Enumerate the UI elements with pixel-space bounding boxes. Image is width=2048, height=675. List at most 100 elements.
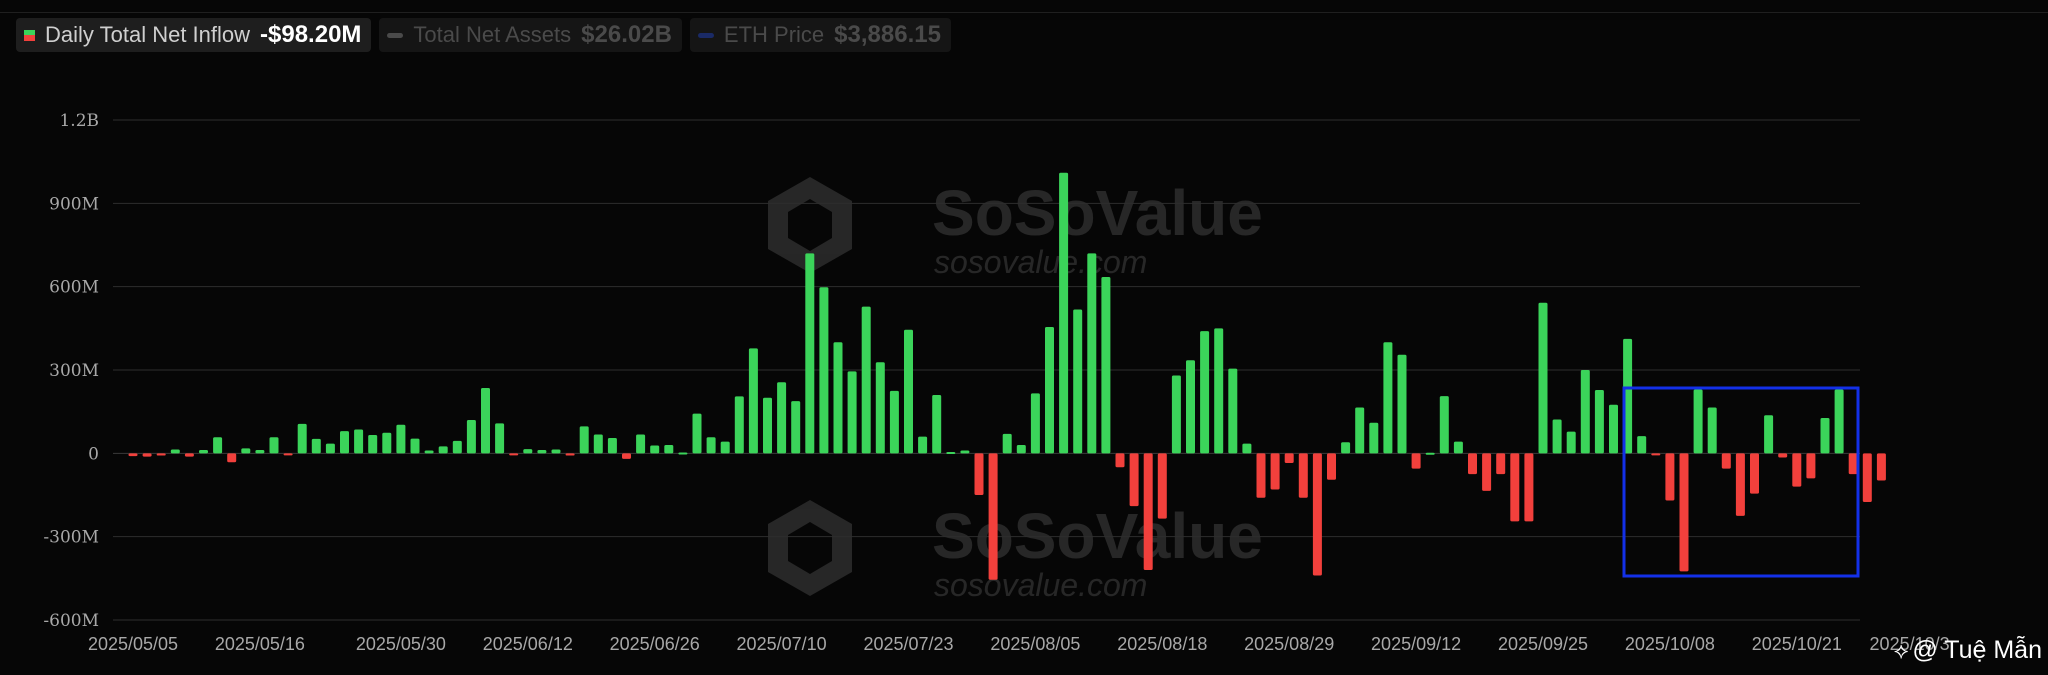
x-tick-label: 2025/08/29 [1244,634,1334,654]
bar-12 [297,423,307,454]
bar-57 [932,395,942,454]
bar-16 [354,429,364,454]
bar-101 [1552,419,1562,454]
credit-text: @ Tuệ Mẫn [1912,636,2042,664]
x-tick-label: 2025/08/05 [990,634,1080,654]
legend-daily-net-inflow[interactable]: Daily Total Net Inflow -$98.20M [16,18,372,52]
bar-48 [805,253,815,454]
bar-77 [1214,328,1224,454]
bar-70 [1115,453,1125,468]
bar-49 [819,287,829,454]
bar-121 [1834,389,1844,454]
bar-50 [833,342,843,454]
bar-37 [650,445,660,454]
bar-68 [1087,253,1097,454]
bar-28 [523,449,533,454]
binance-diamond-icon: ⟡ [1893,637,1909,663]
legend-eth-price[interactable]: ETH Price $3,886.15 [689,18,951,52]
bar-53 [875,362,885,454]
legend-label: Daily Total Net Inflow [45,22,251,47]
bar-73 [1157,453,1167,519]
bar-109 [1665,453,1675,501]
bar-18 [382,432,392,454]
bar-22 [438,446,448,454]
bar-118 [1792,453,1802,487]
bar-38 [664,445,674,454]
y-tick-label: 300M [49,361,99,381]
x-tick-label: 2025/09/25 [1498,634,1588,654]
bar-111 [1693,389,1703,454]
bar-65 [1045,326,1054,454]
bar-87 [1355,407,1365,454]
bar-81 [1270,453,1280,490]
bar-9 [255,450,265,454]
bar-35 [622,453,631,459]
bar-34 [607,438,617,454]
bars-layer [128,172,1886,580]
bar-78 [1228,368,1238,454]
bar-55 [904,329,913,454]
line-swatch-icon [387,32,404,38]
x-tick-label: 2025/05/05 [88,634,178,654]
watermark-logo-icon [768,177,852,273]
bar-21 [424,450,434,454]
bar-59 [960,450,970,454]
bar-76 [1200,331,1210,454]
bar-4 [184,453,194,457]
bar-24 [466,420,476,454]
bar-113 [1721,453,1731,469]
bar-116 [1764,415,1774,454]
watermark-layer: SoSoValuesosovalue.comSoSoValuesosovalue… [768,177,1263,603]
x-tick-label: 2025/05/30 [356,634,446,654]
bar-61 [988,453,998,580]
bar-5 [199,450,208,454]
bar-54 [889,390,899,454]
bar-71 [1129,453,1139,507]
legend-label: Total Net Assets [413,22,572,47]
bar-60 [974,453,984,495]
watermark-brand: SoSoValue [932,500,1263,572]
x-tick-label: 2025/06/26 [610,634,700,654]
bar-115 [1750,453,1759,494]
legend-total-net-assets[interactable]: Total Net Assets $26.02B [379,18,682,52]
bar-63 [1016,445,1026,454]
x-tick-label: 2025/10/08 [1625,634,1715,654]
bar-103 [1580,370,1590,454]
y-tick-label: -600M [43,611,99,631]
bar-42 [720,441,730,454]
bar-114 [1735,453,1745,516]
bar-39 [678,452,688,455]
y-tick-label: 1.2B [59,111,99,131]
y-tick-label: -300M [43,528,99,548]
bar-123 [1862,453,1872,502]
bar-112 [1707,407,1717,454]
chart-legend: Daily Total Net Inflow -$98.20M Total Ne… [16,18,951,52]
bar-26 [495,423,505,454]
x-axis-ticks: 2025/05/05 2025/05/16 2025/05/30 2025/06/12… [88,634,1950,654]
bar-92 [1425,452,1435,455]
bar-74 [1171,375,1181,454]
bar-11 [283,453,293,456]
bar-88 [1369,422,1379,454]
bar-119 [1806,453,1816,479]
legend-value: $26.02B [581,21,672,48]
bar-82 [1284,453,1294,464]
bar-86 [1341,442,1351,454]
legend-value: $3,886.15 [834,21,941,48]
bar-72 [1143,453,1153,570]
bar-90 [1397,354,1407,454]
y-tick-label: 600M [49,278,99,298]
bar-41 [706,437,716,454]
watermark-site: sosovalue.com [934,244,1147,280]
watermark-site: sosovalue.com [934,567,1147,603]
bar-13 [311,438,321,454]
bar-122 [1848,453,1858,475]
bar-25 [481,388,490,454]
bar-30 [551,449,561,454]
bar-44 [748,348,758,454]
bar-108 [1651,453,1661,456]
bar-29 [537,450,547,454]
bar-84 [1312,453,1322,576]
x-tick-label: 2025/07/23 [863,634,953,654]
